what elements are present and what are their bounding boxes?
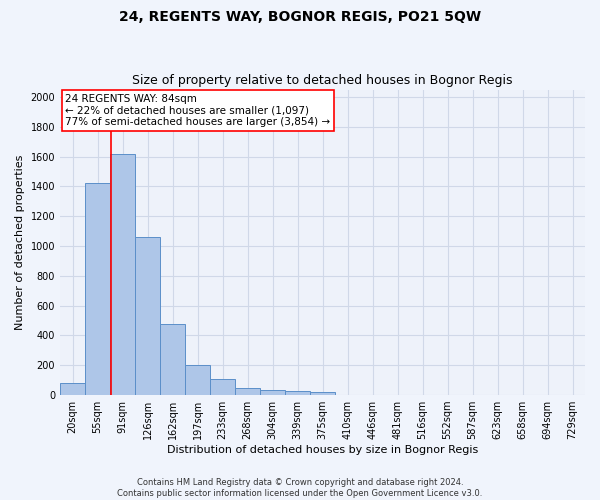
Bar xyxy=(110,154,135,395)
X-axis label: Distribution of detached houses by size in Bognor Regis: Distribution of detached houses by size … xyxy=(167,445,478,455)
Bar xyxy=(310,392,335,395)
Bar xyxy=(60,383,85,395)
Bar xyxy=(285,392,310,395)
Text: 24 REGENTS WAY: 84sqm
← 22% of detached houses are smaller (1,097)
77% of semi-d: 24 REGENTS WAY: 84sqm ← 22% of detached … xyxy=(65,94,331,128)
Y-axis label: Number of detached properties: Number of detached properties xyxy=(15,154,25,330)
Bar xyxy=(85,184,110,395)
Bar xyxy=(160,324,185,395)
Bar xyxy=(210,380,235,395)
Bar xyxy=(235,388,260,395)
Title: Size of property relative to detached houses in Bognor Regis: Size of property relative to detached ho… xyxy=(132,74,513,87)
Text: 24, REGENTS WAY, BOGNOR REGIS, PO21 5QW: 24, REGENTS WAY, BOGNOR REGIS, PO21 5QW xyxy=(119,10,481,24)
Bar xyxy=(135,237,160,395)
Bar xyxy=(260,390,285,395)
Text: Contains HM Land Registry data © Crown copyright and database right 2024.
Contai: Contains HM Land Registry data © Crown c… xyxy=(118,478,482,498)
Bar xyxy=(185,364,210,395)
